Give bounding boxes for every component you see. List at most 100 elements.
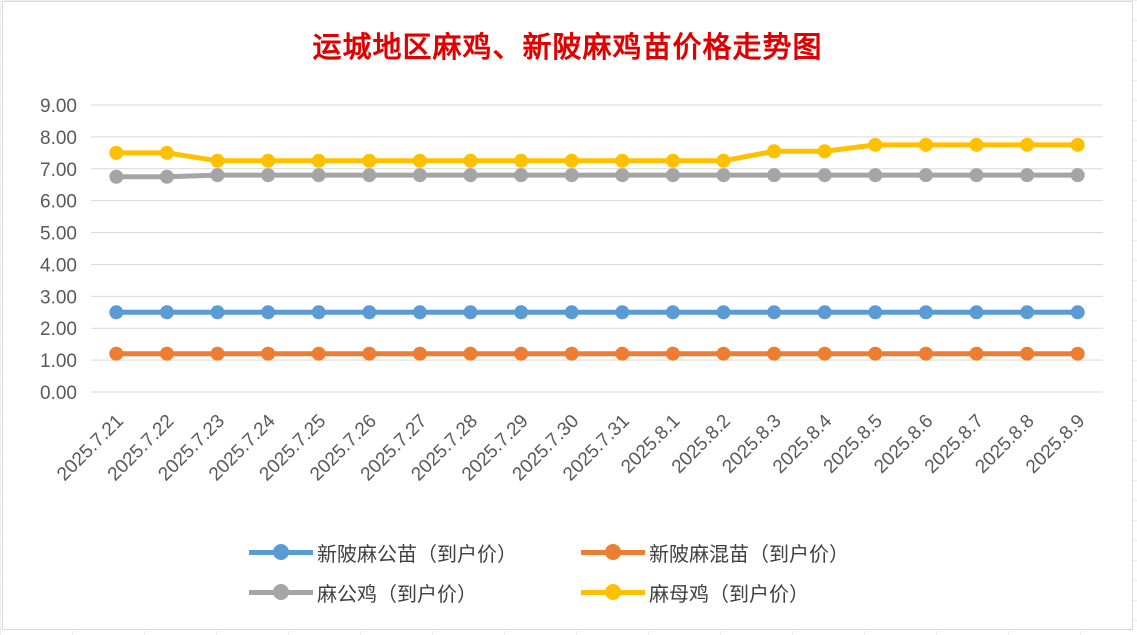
data-point [463, 153, 478, 168]
data-point [311, 153, 326, 168]
legend-item: 麻公鸡（到户价） [249, 574, 477, 610]
data-point [261, 305, 276, 320]
legend-swatch [581, 542, 645, 562]
data-point [514, 168, 529, 183]
data-point [665, 168, 680, 183]
data-point [1070, 305, 1085, 320]
data-point [615, 346, 630, 361]
legend-label: 新陂麻混苗（到户价） [649, 541, 849, 566]
legend-swatch [249, 582, 313, 602]
data-point [514, 346, 529, 361]
data-point [311, 305, 326, 320]
data-point [412, 168, 427, 183]
data-point [261, 346, 276, 361]
data-point [362, 153, 377, 168]
data-point [412, 305, 427, 320]
data-point [665, 305, 680, 320]
data-point [969, 305, 984, 320]
y-tick-label: 3.00 [40, 287, 77, 308]
data-point [109, 145, 124, 160]
data-point [412, 346, 427, 361]
data-point [716, 305, 731, 320]
chart-title: 运城地区麻鸡、新陂麻鸡苗价格走势图 [312, 30, 823, 64]
data-point [918, 346, 933, 361]
data-point [210, 346, 225, 361]
legend-label: 新陂麻公苗（到户价） [317, 541, 517, 566]
data-point [564, 346, 579, 361]
data-point [210, 305, 225, 320]
y-tick-label: 4.00 [40, 255, 77, 276]
data-point [716, 168, 731, 183]
data-point [868, 137, 883, 152]
data-point [1020, 346, 1035, 361]
data-point [918, 168, 933, 183]
data-point [767, 305, 782, 320]
data-point [767, 168, 782, 183]
data-point [969, 346, 984, 361]
data-point [362, 346, 377, 361]
data-point [311, 346, 326, 361]
data-point [362, 305, 377, 320]
data-point [514, 305, 529, 320]
data-point [311, 168, 326, 183]
y-tick-label: 9.00 [40, 96, 77, 117]
data-point [109, 305, 124, 320]
y-tick-label: 1.00 [40, 351, 77, 372]
y-tick-label: 7.00 [40, 160, 77, 181]
data-point [514, 153, 529, 168]
data-point [109, 169, 124, 184]
data-point [159, 346, 174, 361]
data-point [817, 144, 832, 159]
data-point [868, 346, 883, 361]
data-point [564, 168, 579, 183]
data-point [969, 168, 984, 183]
plot-area: 0.00 1.00 2.00 3.00 4.00 5.00 6.00 7.00 8.00 9.00… [40, 96, 1103, 485]
data-point [868, 305, 883, 320]
data-point [817, 305, 832, 320]
legend-item: 新陂麻混苗（到户价） [581, 534, 849, 570]
data-point [969, 137, 984, 152]
data-point [1020, 168, 1035, 183]
data-point [261, 153, 276, 168]
data-point [463, 346, 478, 361]
y-tick-label: 6.00 [40, 192, 77, 213]
data-point [159, 305, 174, 320]
data-point [210, 168, 225, 183]
data-point [564, 305, 579, 320]
data-point [261, 168, 276, 183]
data-point [210, 153, 225, 168]
data-point [1070, 168, 1085, 183]
data-point [868, 168, 883, 183]
data-point [109, 346, 124, 361]
legend-label: 麻母鸡（到户价） [649, 581, 809, 606]
legend-label: 麻公鸡（到户价） [317, 581, 477, 606]
data-point [716, 346, 731, 361]
series-line [116, 142, 1078, 164]
y-tick-label: 8.00 [40, 128, 77, 149]
data-point [564, 153, 579, 168]
y-tick-label: 0.00 [40, 383, 77, 404]
series-2 [109, 346, 1085, 361]
y-tick-label: 5.00 [40, 224, 77, 245]
data-point [1070, 137, 1085, 152]
legend-item: 麻母鸡（到户价） [581, 574, 809, 610]
data-point [767, 346, 782, 361]
legend-swatch [581, 582, 645, 602]
data-point [463, 168, 478, 183]
data-point [1020, 305, 1035, 320]
data-point [615, 153, 630, 168]
data-point [362, 168, 377, 183]
data-point [463, 305, 478, 320]
data-point [1020, 137, 1035, 152]
data-point [817, 346, 832, 361]
legend-item: 新陂麻公苗（到户价） [249, 534, 517, 570]
series-1 [109, 305, 1085, 320]
data-point [665, 346, 680, 361]
data-point [918, 137, 933, 152]
data-point [615, 168, 630, 183]
series-line [116, 172, 1078, 180]
legend-swatch [249, 542, 313, 562]
data-point [767, 144, 782, 159]
data-point [412, 153, 427, 168]
